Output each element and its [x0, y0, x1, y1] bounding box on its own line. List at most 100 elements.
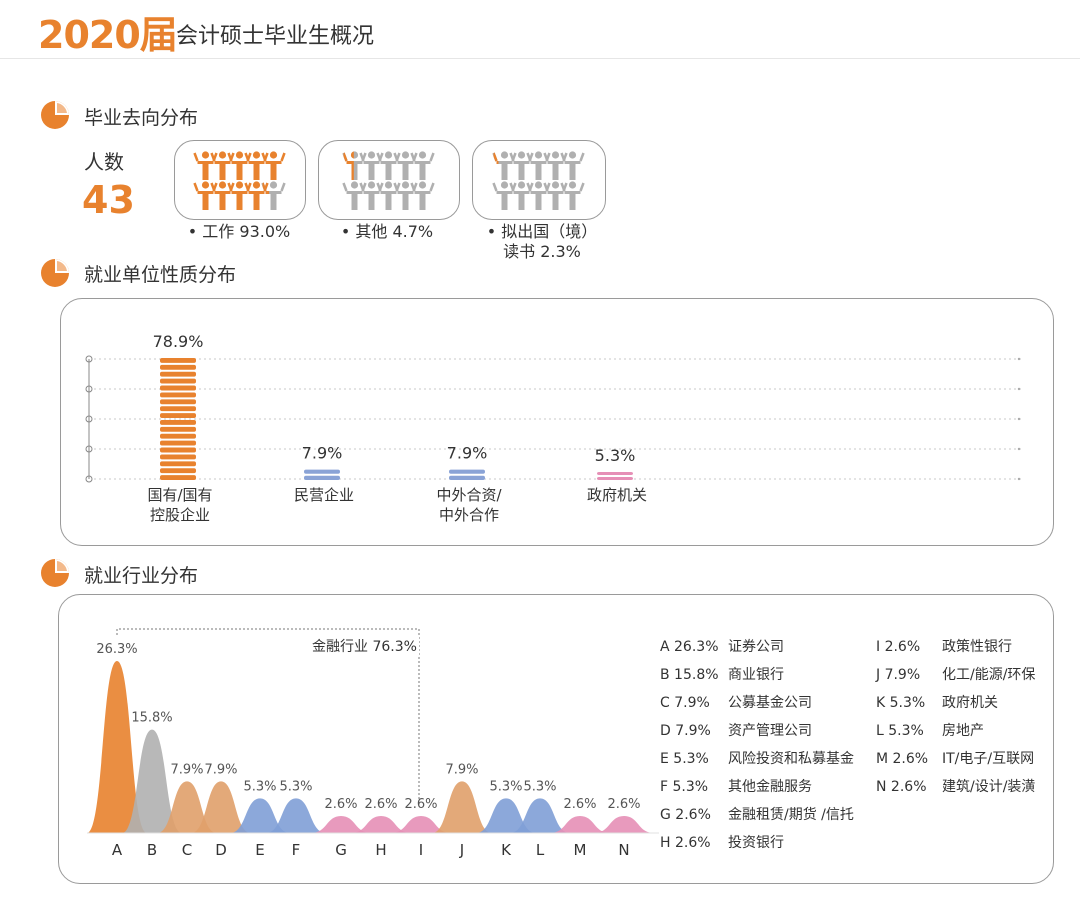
bar [304, 469, 340, 480]
industry-peak-B [122, 729, 182, 833]
person-icon [193, 151, 218, 180]
industry-category-label: G [335, 841, 347, 859]
people-grid-work [193, 151, 286, 210]
bullet-icon: • [486, 222, 497, 241]
legend-name: 资产管理公司 [728, 723, 812, 739]
industry-category-label: M [574, 841, 587, 859]
legend-item: K 5.3% 政府机关 [876, 692, 1035, 720]
industry-value-label: 5.3% [279, 779, 312, 794]
caption-other: • 其他 4.7% [312, 222, 462, 242]
industry-area-chart: 26.3% A 15.8% B 7.9% C 7.9% D 5.3% E 5.3% F 2.6% G 2.6… [87, 628, 659, 859]
industry-category-label: I [419, 841, 423, 859]
industry-peak-I [391, 815, 451, 833]
axis-end-dot [1017, 387, 1021, 391]
people-grid-other [342, 151, 435, 210]
industry-category-label: F [292, 841, 301, 859]
bar [449, 469, 485, 480]
legend-key: I 2.6% [876, 639, 921, 655]
title-divider [0, 58, 1080, 59]
bar [597, 472, 633, 480]
page-title: 会计硕士毕业生概况 [176, 24, 375, 49]
page-title-year: 2020届 [38, 13, 178, 57]
industry-value-label: 5.3% [243, 779, 276, 794]
industry-value-label: 2.6% [364, 797, 397, 812]
legend-item: G 2.6% 金融租赁/期货 /信托 [660, 804, 854, 832]
industry-peak-H [351, 815, 411, 833]
people-box-other [318, 140, 460, 220]
legend-name: 化工/能源/环保 [942, 667, 1036, 683]
legend-key: E 5.3% [660, 751, 709, 767]
industry-peak-L [510, 798, 570, 833]
industry-category-label: H [375, 841, 386, 859]
industry-value-label: 7.9% [204, 762, 237, 777]
bullet-icon: • [340, 222, 351, 241]
bar-category-label: 国有/国有 [147, 486, 212, 504]
bar-category-label: 中外合资/ [436, 486, 502, 504]
industry-value-label: 26.3% [96, 642, 137, 657]
caption-abroad-line2: 读书 2.3% [503, 242, 581, 261]
bar-category-label-line2: 控股企业 [150, 506, 210, 524]
legend-item: A 26.3% 证券公司 [660, 636, 854, 664]
legend-key: M 2.6% [876, 751, 929, 767]
legend-item: E 5.3% 风险投资和私募基金 [660, 748, 854, 776]
industry-peak-D [191, 781, 251, 833]
legend-name: 公募基金公司 [728, 695, 812, 711]
legend-item: J 7.9% 化工/能源/环保 [876, 664, 1035, 692]
person-icon [410, 181, 435, 210]
legend-key: F 5.3% [660, 779, 709, 795]
bar-value-label: 5.3% [595, 446, 636, 465]
finance-bracket [116, 628, 420, 800]
legend-item: H 2.6% 投资银行 [660, 832, 854, 860]
legend-item: N 2.6% 建筑/设计/装潢 [876, 776, 1035, 804]
bar [160, 358, 196, 480]
legend-name: 商业银行 [728, 667, 784, 683]
person-icon [393, 151, 418, 180]
axis-end-dot [1017, 357, 1021, 361]
people-box-work [174, 140, 306, 220]
industry-legend-right: I 2.6% 政策性银行 J 7.9% 化工/能源/环保 K 5.3% 政府机关 L 5.3… [876, 636, 1035, 804]
industry-value-label: 2.6% [563, 797, 596, 812]
bullet-icon: • [187, 222, 198, 241]
legend-name: 证券公司 [728, 639, 784, 655]
count-value: 43 [82, 178, 135, 222]
industry-category-label: A [112, 841, 123, 859]
legend-key: B 15.8% [660, 667, 719, 683]
pie-section-icon [41, 259, 69, 287]
industry-category-label: E [255, 841, 264, 859]
legend-name: 房地产 [942, 723, 984, 739]
legend-key: J 7.9% [876, 667, 921, 683]
legend-item: M 2.6% IT/电子/互联网 [876, 748, 1035, 776]
industry-category-label: K [501, 841, 512, 859]
bar-value-label: 78.9% [153, 332, 204, 351]
industry-value-label: 2.6% [607, 797, 640, 812]
industry-peak-F [266, 798, 326, 833]
legend-item: C 7.9% 公募基金公司 [660, 692, 854, 720]
legend-key: N 2.6% [876, 779, 927, 795]
legend-item: B 15.8% 商业银行 [660, 664, 854, 692]
industry-value-label: 15.8% [131, 711, 172, 726]
person-icon-partial [493, 152, 499, 164]
legend-item: I 2.6% 政策性银行 [876, 636, 1035, 664]
bar-category-label: 政府机关 [587, 486, 647, 504]
industry-category-label: C [182, 841, 192, 859]
legend-name: 投资银行 [728, 835, 784, 851]
pie-section-icon [41, 101, 69, 129]
legend-key: H 2.6% [660, 835, 711, 851]
section-title-destination: 毕业去向分布 [84, 107, 199, 129]
legend-key: A 26.3% [660, 639, 719, 655]
caption-work-text: 工作 93.0% [202, 222, 291, 241]
legend-key: G 2.6% [660, 807, 711, 823]
legend-name: 风险投资和私募基金 [728, 751, 854, 767]
legend-key: K 5.3% [876, 695, 926, 711]
caption-abroad-line1: 拟出国（境） [501, 222, 598, 241]
people-grid-abroad [492, 151, 585, 210]
industry-value-label: 2.6% [324, 797, 357, 812]
legend-key: L 5.3% [876, 723, 924, 739]
industry-peak-K [476, 798, 536, 833]
industry-value-label: 5.3% [523, 779, 556, 794]
caption-abroad: • 拟出国（境） 读书 2.3% [462, 222, 622, 262]
legend-item: D 7.9% 资产管理公司 [660, 720, 854, 748]
industry-category-label: D [215, 841, 227, 859]
section-title-industry: 就业行业分布 [84, 565, 199, 587]
person-icon-partial [262, 182, 270, 194]
